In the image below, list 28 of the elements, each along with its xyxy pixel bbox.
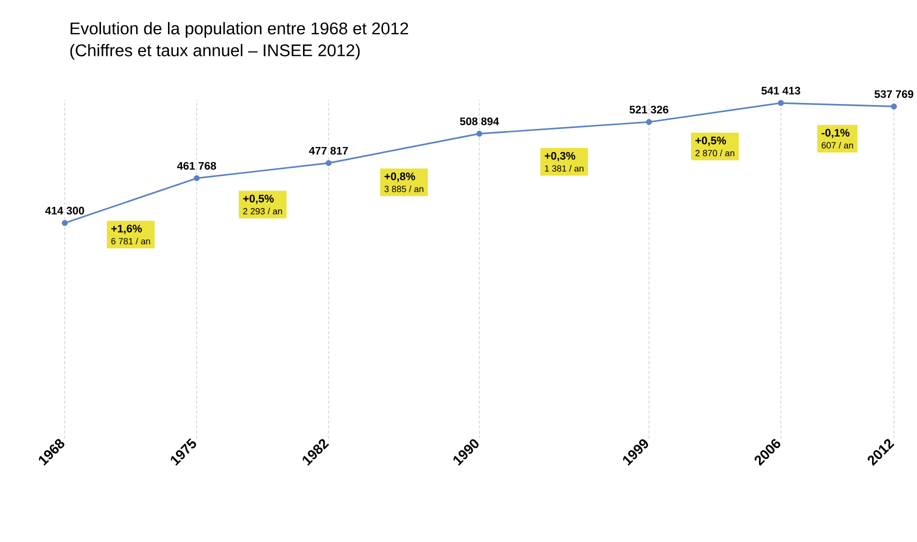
- data-label: 461 768: [177, 162, 216, 170]
- annotation: 1 381 / an: [544, 164, 584, 172]
- data-label: 414 300: [45, 206, 84, 214]
- point: [194, 175, 200, 182]
- annotation: +0,8%: [384, 172, 416, 182]
- annotation: +1,6%: [111, 224, 142, 234]
- annotation: 2 870 / an: [696, 150, 734, 156]
- data-label: 508 894: [460, 117, 500, 126]
- annotation: +0,5%: [696, 136, 726, 146]
- annotation: +0,3%: [544, 152, 576, 162]
- point: [778, 100, 784, 106]
- annotation: 6 781 / an: [111, 238, 150, 244]
- chart-title: Evolution de la population entre 1968 et 2012: [70, 22, 408, 38]
- chart-subtitle: (Chiffres et taux annuel – INSEE 2012): [70, 44, 360, 60]
- point: [646, 118, 652, 125]
- data-label: 477 817: [309, 146, 348, 154]
- data-label: 521 326: [630, 106, 668, 114]
- annotation: -0,1%: [822, 128, 850, 138]
- annotation: 607 / an: [822, 142, 853, 148]
- annotation: 3 885 / an: [384, 186, 424, 192]
- annotation: +0,5%: [243, 194, 274, 204]
- point: [890, 103, 897, 110]
- point: [326, 160, 332, 166]
- point: [476, 130, 482, 137]
- data-label: 537 769: [874, 90, 914, 98]
- data-label: 541 413: [761, 86, 800, 94]
- point: [62, 220, 68, 226]
- annotation: 2 293 / an: [243, 208, 282, 214]
